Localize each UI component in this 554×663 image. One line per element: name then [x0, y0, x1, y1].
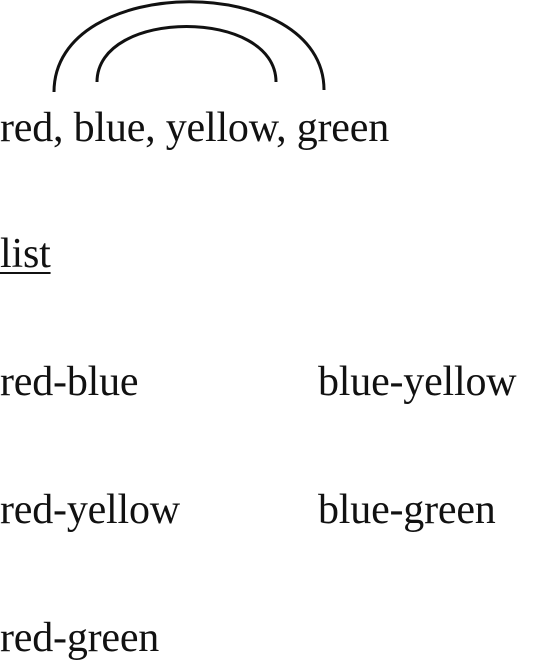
pair-red-yellow: red-yellow — [0, 487, 180, 533]
arc-red-green — [52, 0, 326, 93]
pair-blue-green: blue-green — [318, 487, 496, 533]
colors-list-text: red, blue, yellow, green — [0, 105, 389, 151]
pair-blue-yellow: blue-yellow — [318, 359, 517, 405]
connection-arcs — [52, 0, 326, 93]
arc-blue-yellow — [95, 25, 278, 83]
pair-red-blue: red-blue — [0, 359, 139, 405]
list-heading: list — [0, 231, 51, 277]
pair-red-green: red-green — [0, 615, 160, 661]
